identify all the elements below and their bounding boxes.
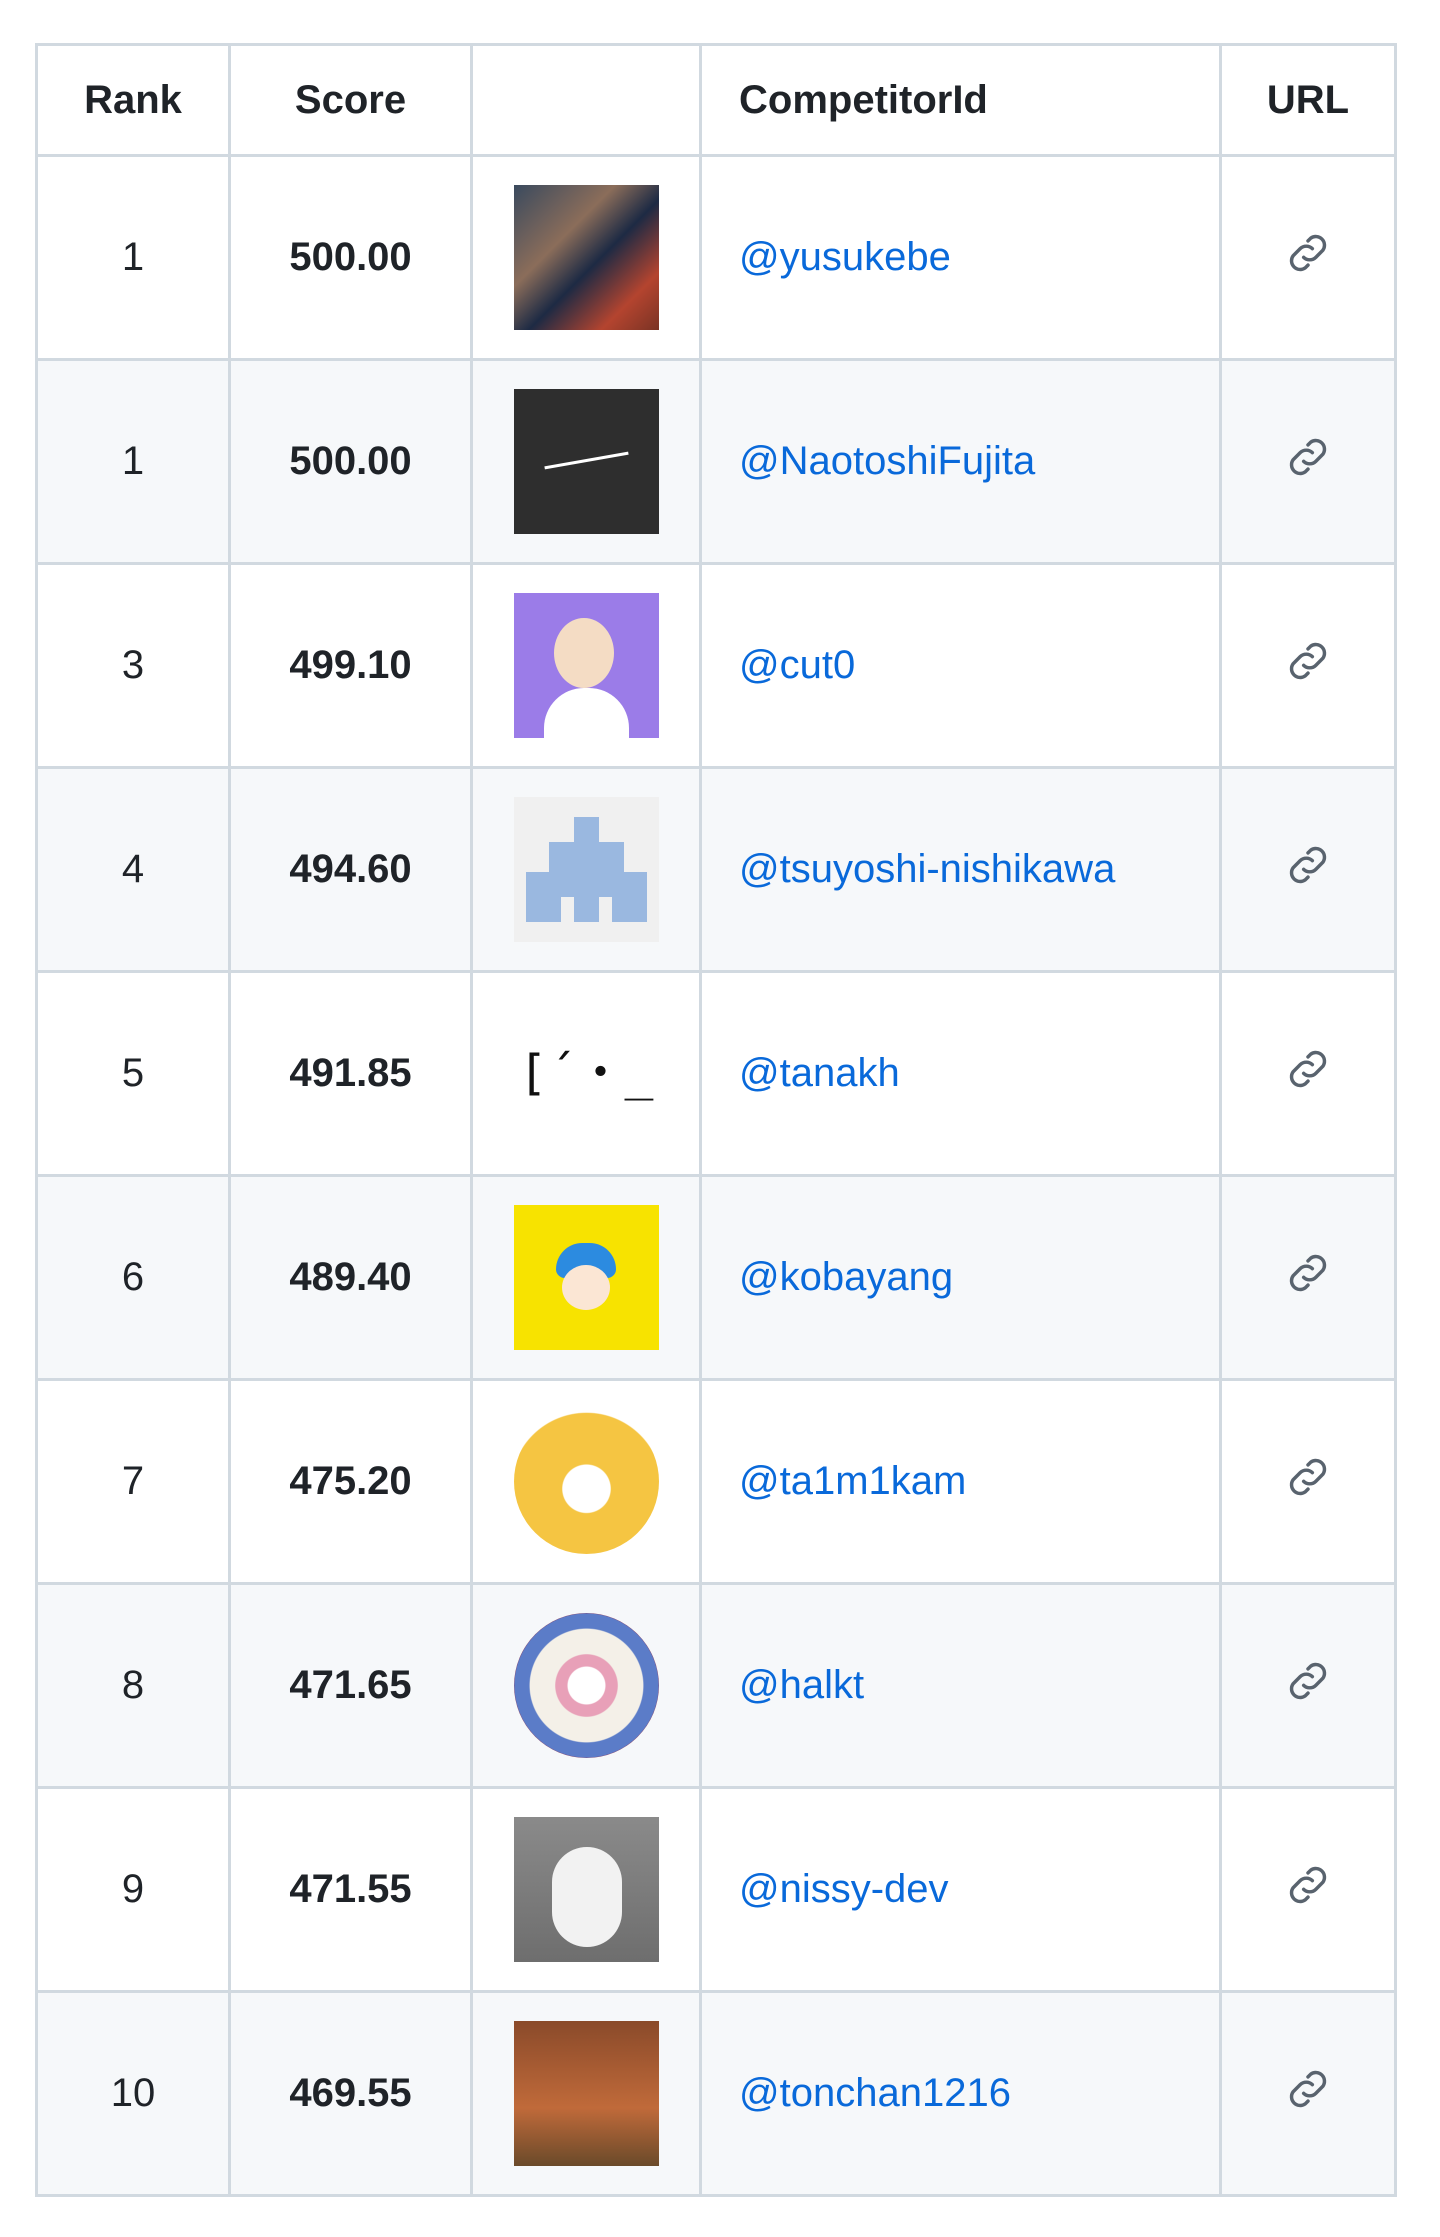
competitor-link[interactable]: @cut0 (739, 643, 856, 687)
avatar-cell: [´・_ (470, 970, 702, 1177)
link-icon[interactable] (1282, 1043, 1334, 1095)
link-icon[interactable] (1282, 1655, 1334, 1707)
score-cell: 471.65 (228, 1582, 473, 1789)
link-icon[interactable] (1282, 635, 1334, 687)
header-avatar (470, 43, 702, 157)
rank-cell: 7 (35, 1378, 231, 1585)
header-row: Rank Score CompetitorId URL (35, 43, 1397, 157)
rank-cell: 3 (35, 562, 231, 769)
identicon-avatar-icon[interactable] (513, 797, 659, 942)
leaderboard-table: Rank Score CompetitorId URL 1 500.00 @yusu… (35, 43, 1397, 2197)
competitor-id-cell: @cut0 (699, 562, 1222, 769)
competitor-id-cell: @nissy-dev (699, 1786, 1222, 1993)
link-icon[interactable] (1282, 1859, 1334, 1911)
link-icon[interactable] (1282, 1451, 1334, 1503)
url-cell (1219, 154, 1397, 361)
competitor-id-cell: @tsuyoshi-nishikawa (699, 766, 1222, 973)
competitor-link[interactable]: @halkt (739, 1663, 865, 1707)
competitor-link[interactable]: @yusukebe (739, 235, 951, 279)
competitor-id-cell: @ta1m1kam (699, 1378, 1222, 1585)
rank-cell: 1 (35, 358, 231, 565)
url-cell (1219, 1786, 1397, 1993)
url-cell (1219, 970, 1397, 1177)
link-icon[interactable] (1282, 1247, 1334, 1299)
competitor-id-cell: @halkt (699, 1582, 1222, 1789)
score-cell: 471.55 (228, 1786, 473, 1993)
score-cell: 489.40 (228, 1174, 473, 1381)
avatar-cell (470, 1582, 702, 1789)
score-cell: 475.20 (228, 1378, 473, 1585)
table-row: 9 471.55 @nissy-dev (35, 1786, 1397, 1993)
avatar-cell (470, 1378, 702, 1585)
url-cell (1219, 358, 1397, 565)
avatar-cell (470, 1174, 702, 1381)
table-row: 6 489.40 @kobayang (35, 1174, 1397, 1381)
competitor-link[interactable]: @kobayang (739, 1255, 954, 1299)
tiger-avatar-icon[interactable] (513, 1409, 659, 1554)
avatar-cell (470, 358, 702, 565)
signature-avatar-icon[interactable] (513, 389, 659, 534)
table-row: 7 475.20 @ta1m1kam (35, 1378, 1397, 1585)
score-cell: 469.55 (228, 1990, 473, 2197)
table-row: 10 469.55 @tonchan1216 (35, 1990, 1397, 2197)
mandala-avatar-icon[interactable] (513, 1613, 659, 1758)
url-cell (1219, 1378, 1397, 1585)
header-score: Score (228, 43, 473, 157)
link-icon[interactable] (1282, 839, 1334, 891)
avatar-cell (470, 1990, 702, 2197)
link-icon[interactable] (1282, 227, 1334, 279)
competitor-id-cell: @NaotoshiFujita (699, 358, 1222, 565)
table-row: 3 499.10 @cut0 (35, 562, 1397, 769)
rank-cell: 1 (35, 154, 231, 361)
competitor-id-cell: @yusukebe (699, 154, 1222, 361)
avatar-cell (470, 766, 702, 973)
illustration-avatar-icon[interactable] (513, 1205, 659, 1350)
score-cell: 494.60 (228, 766, 473, 973)
rank-cell: 9 (35, 1786, 231, 1993)
score-cell: 491.85 (228, 970, 473, 1177)
competitor-link[interactable]: @NaotoshiFujita (739, 439, 1036, 483)
rank-cell: 10 (35, 1990, 231, 2197)
rank-cell: 8 (35, 1582, 231, 1789)
avatar-cell (470, 154, 702, 361)
competitor-id-cell: @tonchan1216 (699, 1990, 1222, 2197)
text-avatar-icon[interactable]: [´・_ (518, 1045, 654, 1101)
score-cell: 499.10 (228, 562, 473, 769)
competitor-link[interactable]: @tonchan1216 (739, 2071, 1011, 2115)
header-url: URL (1219, 43, 1397, 157)
competitor-id-cell: @tanakh (699, 970, 1222, 1177)
rank-cell: 5 (35, 970, 231, 1177)
url-cell (1219, 766, 1397, 973)
table-row: 5 491.85 [´・_ @tanakh (35, 970, 1397, 1177)
url-cell (1219, 562, 1397, 769)
url-cell (1219, 1174, 1397, 1381)
avatar-cell (470, 1786, 702, 1993)
illustration-avatar-icon[interactable] (513, 593, 659, 738)
rank-cell: 6 (35, 1174, 231, 1381)
score-cell: 500.00 (228, 154, 473, 361)
avatar-cell (470, 562, 702, 769)
competitor-link[interactable]: @nissy-dev (739, 1867, 949, 1911)
link-icon[interactable] (1282, 2063, 1334, 2115)
url-cell (1219, 1582, 1397, 1789)
link-icon[interactable] (1282, 431, 1334, 483)
table-row: 1 500.00 @NaotoshiFujita (35, 358, 1397, 565)
competitor-id-cell: @kobayang (699, 1174, 1222, 1381)
url-cell (1219, 1990, 1397, 2197)
bear-photo-avatar-icon[interactable] (513, 2021, 659, 2166)
plush-photo-avatar-icon[interactable] (513, 1817, 659, 1962)
score-cell: 500.00 (228, 358, 473, 565)
rank-cell: 4 (35, 766, 231, 973)
competitor-link[interactable]: @ta1m1kam (739, 1459, 967, 1503)
header-competitor-id: CompetitorId (699, 43, 1222, 157)
photo-avatar-icon[interactable] (513, 185, 659, 330)
header-rank: Rank (35, 43, 231, 157)
table-row: 1 500.00 @yusukebe (35, 154, 1397, 361)
table-row: 8 471.65 @halkt (35, 1582, 1397, 1789)
table-row: 4 494.60 @tsuyoshi-nishikawa (35, 766, 1397, 973)
competitor-link[interactable]: @tsuyoshi-nishikawa (739, 847, 1116, 891)
competitor-link[interactable]: @tanakh (739, 1051, 900, 1095)
